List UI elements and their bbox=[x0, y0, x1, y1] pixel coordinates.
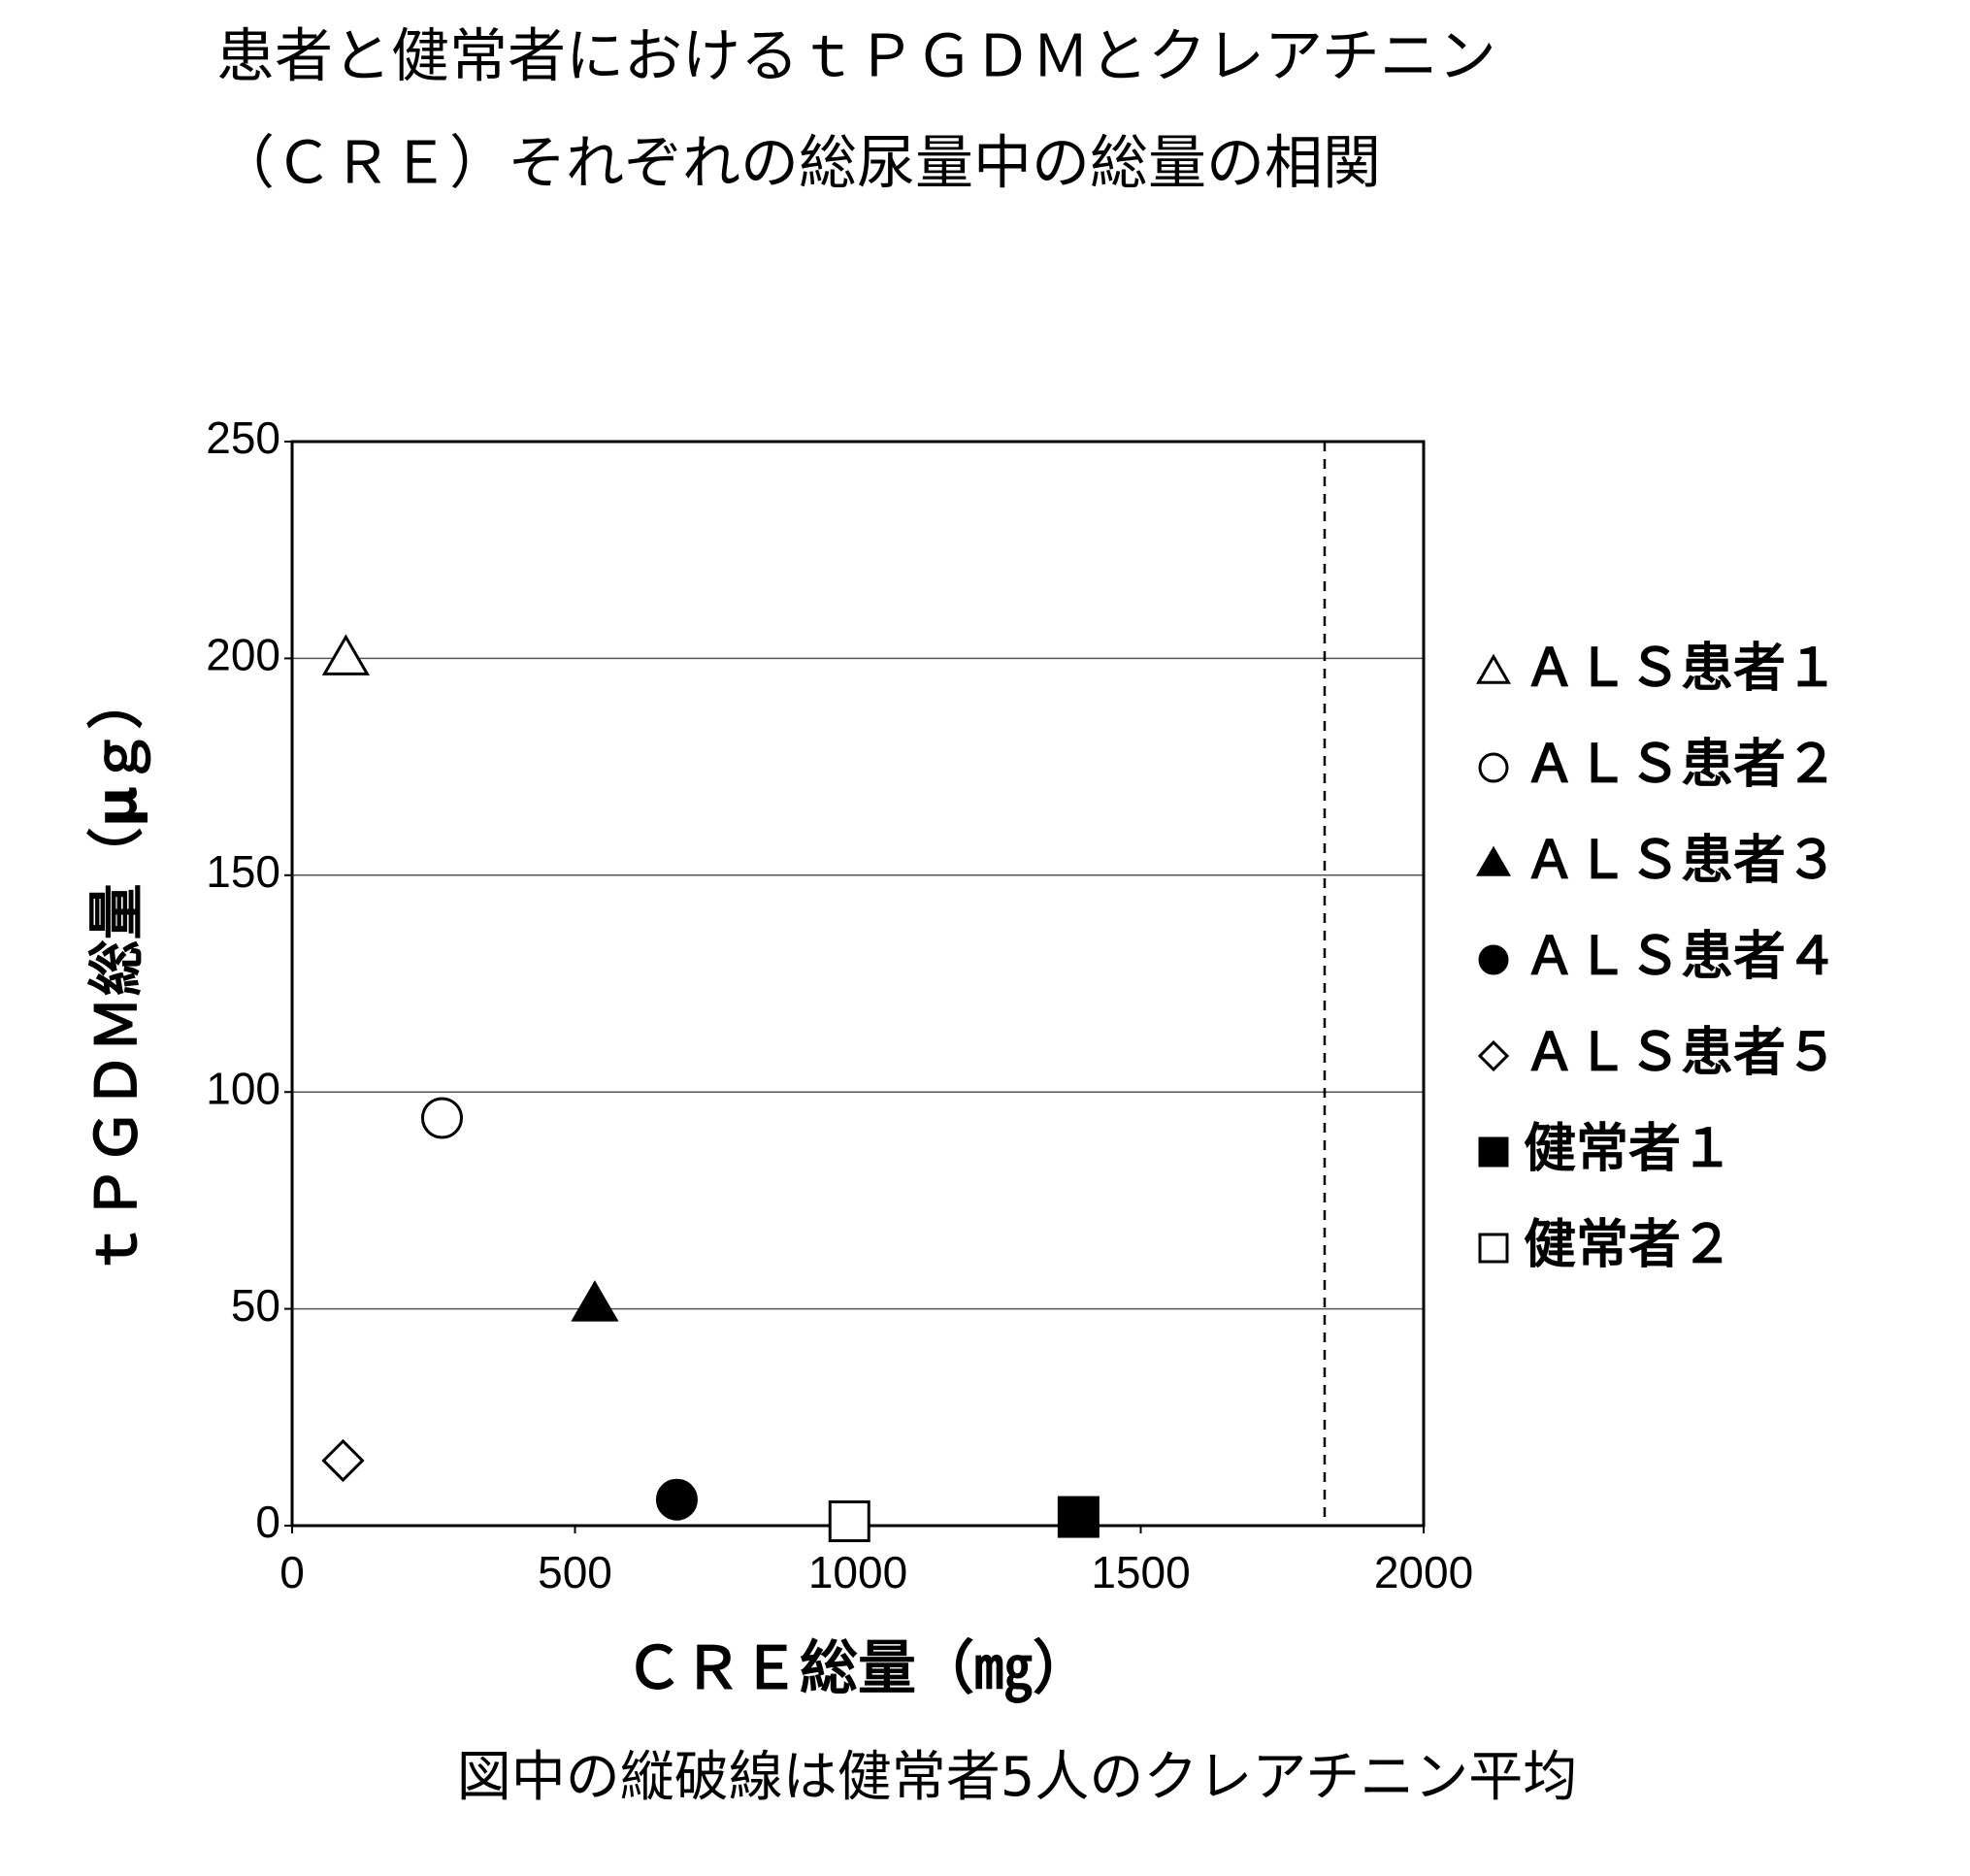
x-tick-label: 0 bbox=[279, 1547, 305, 1597]
legend-marker bbox=[1480, 1234, 1507, 1262]
plot-frame bbox=[292, 442, 1424, 1526]
marker bbox=[574, 1283, 616, 1320]
y-tick-label: 250 bbox=[206, 412, 280, 463]
marker bbox=[422, 1099, 461, 1137]
legend-marker bbox=[1480, 1138, 1507, 1166]
marker bbox=[830, 1502, 869, 1541]
x-axis-label: ＣＲＥ総量（㎎） bbox=[625, 1635, 1091, 1704]
legend-marker bbox=[1479, 849, 1509, 875]
y-tick-label: 50 bbox=[231, 1280, 280, 1331]
marker bbox=[323, 1441, 362, 1480]
legend-label: ＡＬＳ患者２ bbox=[1524, 734, 1838, 795]
x-tick-label: 2000 bbox=[1374, 1547, 1473, 1597]
y-tick-label: 0 bbox=[255, 1497, 280, 1547]
chart-title-line: （ＣＲＥ）それぞれの総尿量中の総量の相関 bbox=[216, 130, 1381, 198]
y-tick-label: 200 bbox=[206, 630, 280, 680]
chart: 患者と健常者におけるｔＰＧＤＭとクレアチニン （ＣＲＥ）それぞれの総尿量中の総量… bbox=[0, 0, 1970, 1876]
note: 図中の縦破線は健常者5人のクレアチニン平均 bbox=[457, 1746, 1578, 1809]
legend-label: 健常者１ bbox=[1524, 1118, 1733, 1179]
y-tick-label: 150 bbox=[206, 846, 280, 897]
legend-label: ＡＬＳ患者５ bbox=[1524, 1022, 1838, 1083]
legend-marker bbox=[1479, 657, 1509, 683]
x-tick-label: 1500 bbox=[1091, 1547, 1190, 1597]
y-axis-label: ｔＰＧＤＭ総量（μｇ） bbox=[83, 674, 150, 1278]
legend-marker bbox=[1480, 1042, 1507, 1070]
legend-marker bbox=[1480, 754, 1507, 781]
x-tick-label: 500 bbox=[538, 1547, 612, 1597]
legend-label: ＡＬＳ患者１ bbox=[1524, 638, 1838, 699]
marker bbox=[1059, 1498, 1098, 1536]
page: {"chart_data": {"type": "scatter", "titl… bbox=[0, 0, 1970, 1876]
y-tick-label: 100 bbox=[206, 1063, 280, 1113]
marker bbox=[324, 637, 367, 674]
x-tick-label: 1000 bbox=[808, 1547, 907, 1597]
legend-label: 健常者２ bbox=[1524, 1214, 1733, 1275]
legend-label: ＡＬＳ患者３ bbox=[1524, 830, 1838, 891]
legend-label: ＡＬＳ患者４ bbox=[1524, 926, 1838, 987]
marker bbox=[657, 1480, 696, 1519]
chart-title-line: 患者と健常者におけるｔＰＧＤＭとクレアチニン bbox=[216, 23, 1496, 91]
legend-marker bbox=[1480, 946, 1507, 973]
